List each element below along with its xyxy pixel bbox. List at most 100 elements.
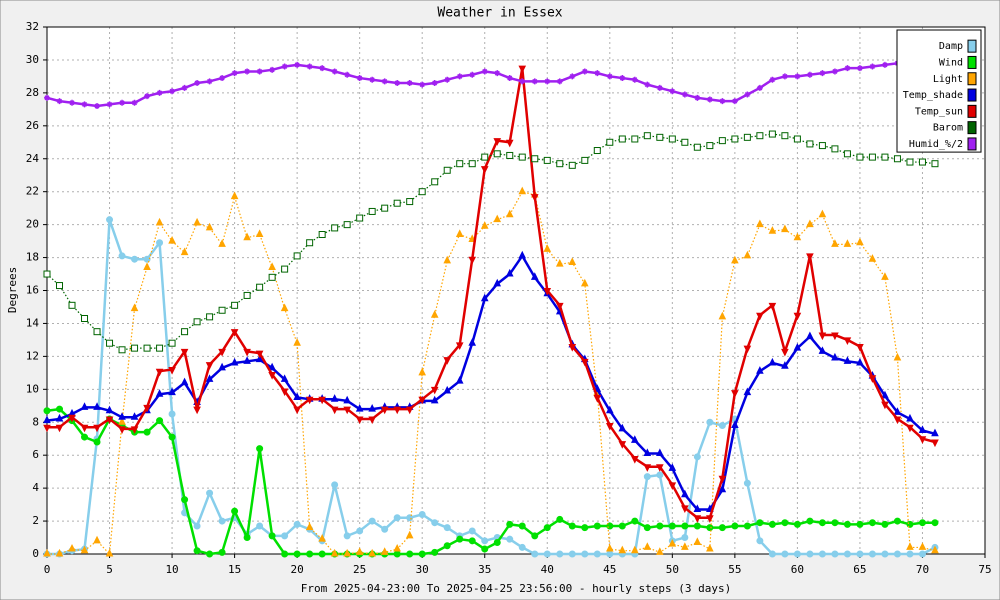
y-tick-label: 0 [32,547,39,560]
point [469,71,476,78]
point [605,543,614,552]
point [743,522,751,530]
point [806,71,813,78]
point [331,481,339,489]
point [330,406,339,415]
point [493,538,501,546]
y-tick-label: 24 [26,152,40,165]
point [519,78,526,85]
point [243,291,251,299]
point [656,464,664,472]
x-axis-label: From 2025-04-23:00 To 2025-04-25 23:56:0… [301,582,731,595]
point [406,198,414,206]
y-tick-label: 12 [26,349,39,362]
point [55,424,64,433]
point [931,439,939,448]
y-tick-label: 8 [32,415,39,428]
point [831,68,838,75]
point [155,389,164,397]
point [530,194,539,202]
point [756,519,764,527]
y-tick-label: 4 [32,481,39,494]
point [769,76,776,83]
point [281,265,289,273]
point [218,306,226,314]
point [468,537,476,545]
point [394,79,401,86]
point [268,371,276,380]
point [856,520,864,528]
point [669,88,676,95]
point [155,217,164,226]
x-tick-label: 10 [165,563,178,576]
point [743,250,752,259]
point [868,519,876,527]
point [818,550,826,558]
point [906,550,914,558]
point [443,166,451,174]
point [243,232,251,241]
point [43,270,51,278]
point [343,406,351,415]
point [493,150,501,158]
point [305,396,314,405]
point [906,413,914,422]
point [681,91,688,98]
point [156,344,164,352]
point [118,412,126,420]
point [268,532,276,540]
point [681,534,689,542]
point [656,84,663,91]
point [594,70,601,77]
point [793,550,801,558]
point [606,550,614,558]
point [543,156,551,164]
point [131,99,138,106]
point [893,416,902,425]
point [731,420,739,429]
point [293,392,301,401]
point [281,550,289,558]
point [143,262,151,270]
point [480,221,489,229]
point [93,402,101,410]
point [343,395,351,404]
point [843,337,852,346]
point [831,550,839,558]
y-tick-label: 26 [26,119,39,132]
point [68,414,76,423]
point [868,375,877,383]
point [844,65,851,72]
point [493,138,502,146]
point [419,81,426,88]
point [731,135,739,143]
point [468,256,477,265]
point [668,463,677,471]
point [868,550,876,558]
point [318,396,326,405]
point [656,522,664,530]
point [518,186,527,195]
legend-swatch [967,72,977,86]
point [119,99,126,106]
y-axis-label: Degrees [6,267,19,313]
point [468,527,476,535]
y-tick-label: 30 [26,53,39,66]
point [893,407,902,415]
point [618,441,627,449]
legend-label: Barom [933,123,963,134]
point [44,94,50,101]
point [656,448,664,457]
point [281,532,289,540]
point [368,517,376,525]
point [731,522,739,530]
point [543,288,552,296]
legend-label: Wind [939,57,963,68]
point [118,417,126,425]
point [418,510,426,518]
point [668,539,677,547]
point [793,520,801,528]
point [193,406,201,415]
